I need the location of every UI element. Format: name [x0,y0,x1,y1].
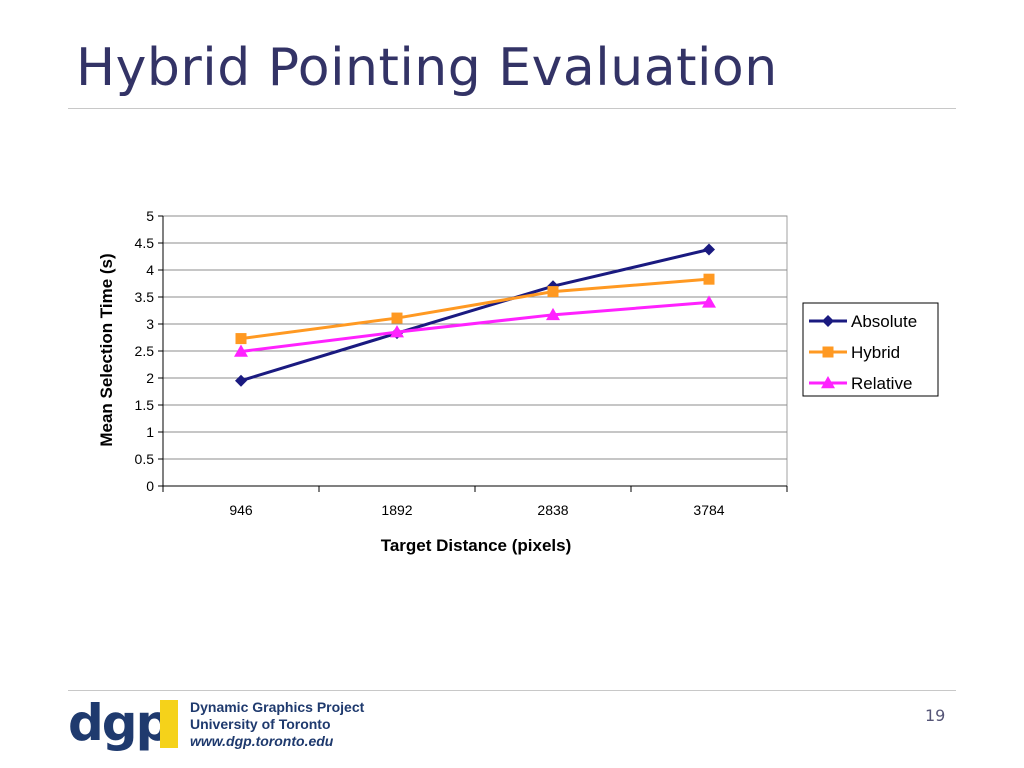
x-tick-label: 946 [229,502,253,518]
legend-marker-hybrid [822,346,834,358]
data-point-hybrid [235,333,247,345]
legend-label-relative: Relative [851,374,912,393]
y-axis-title: Mean Selection Time (s) [97,253,116,446]
y-tick-label: 0.5 [135,451,155,467]
chart-legend: Absolute Hybrid Relative [802,302,939,397]
legend-marker-relative [821,376,835,389]
y-tick-label: 3 [146,316,154,332]
data-point-relative [702,295,716,308]
y-tick-label: 0 [146,478,154,494]
legend-label-hybrid: Hybrid [851,343,900,362]
x-tick-label: 3784 [693,502,724,518]
x-axis-title: Target Distance (pixels) [381,536,572,555]
legend-label-absolute: Absolute [851,312,917,331]
data-point-hybrid [703,273,715,285]
footer-divider [68,690,956,691]
title-divider [68,108,956,109]
y-tick-label: 5 [146,208,154,224]
data-point-absolute [703,243,715,256]
y-tick-label: 1.5 [135,397,155,413]
chart-series [234,243,716,387]
series-line-absolute [240,248,710,383]
y-tick-label: 2.5 [135,343,155,359]
data-point-hybrid [391,312,403,324]
page-number: 19 [925,706,946,725]
series-line-hybrid [240,277,710,341]
chart-axes: 0 0.5 1 1.5 2 2.5 3 3.5 4 4.5 5 946 1892 2838 3784 [135,208,788,518]
x-tick-label: 1892 [381,502,412,518]
footer-text: Dynamic Graphics Project University of T… [190,699,364,750]
footer-line-university: University of Toronto [190,716,331,732]
x-tick-label: 2838 [537,502,568,518]
data-point-relative [546,307,560,321]
series-line-relative [240,300,710,354]
logo-accent-bar [160,700,178,748]
slide-title: Hybrid Pointing Evaluation [76,38,778,98]
data-point-relative [390,325,404,338]
y-tick-label: 4 [146,262,154,278]
data-point-hybrid [547,286,559,298]
y-tick-label: 4.5 [135,235,155,251]
data-point-relative [234,344,248,357]
dgp-logo: dgp [68,694,171,752]
y-tick-label: 1 [146,424,154,440]
y-tick-label: 2 [146,370,154,386]
y-tick-label: 3.5 [135,289,155,305]
data-point-absolute [235,374,247,387]
legend-marker-absolute [822,315,834,327]
footer-line-organization: Dynamic Graphics Project [190,699,365,715]
footer-line-website: www.dgp.toronto.edu [190,733,334,749]
